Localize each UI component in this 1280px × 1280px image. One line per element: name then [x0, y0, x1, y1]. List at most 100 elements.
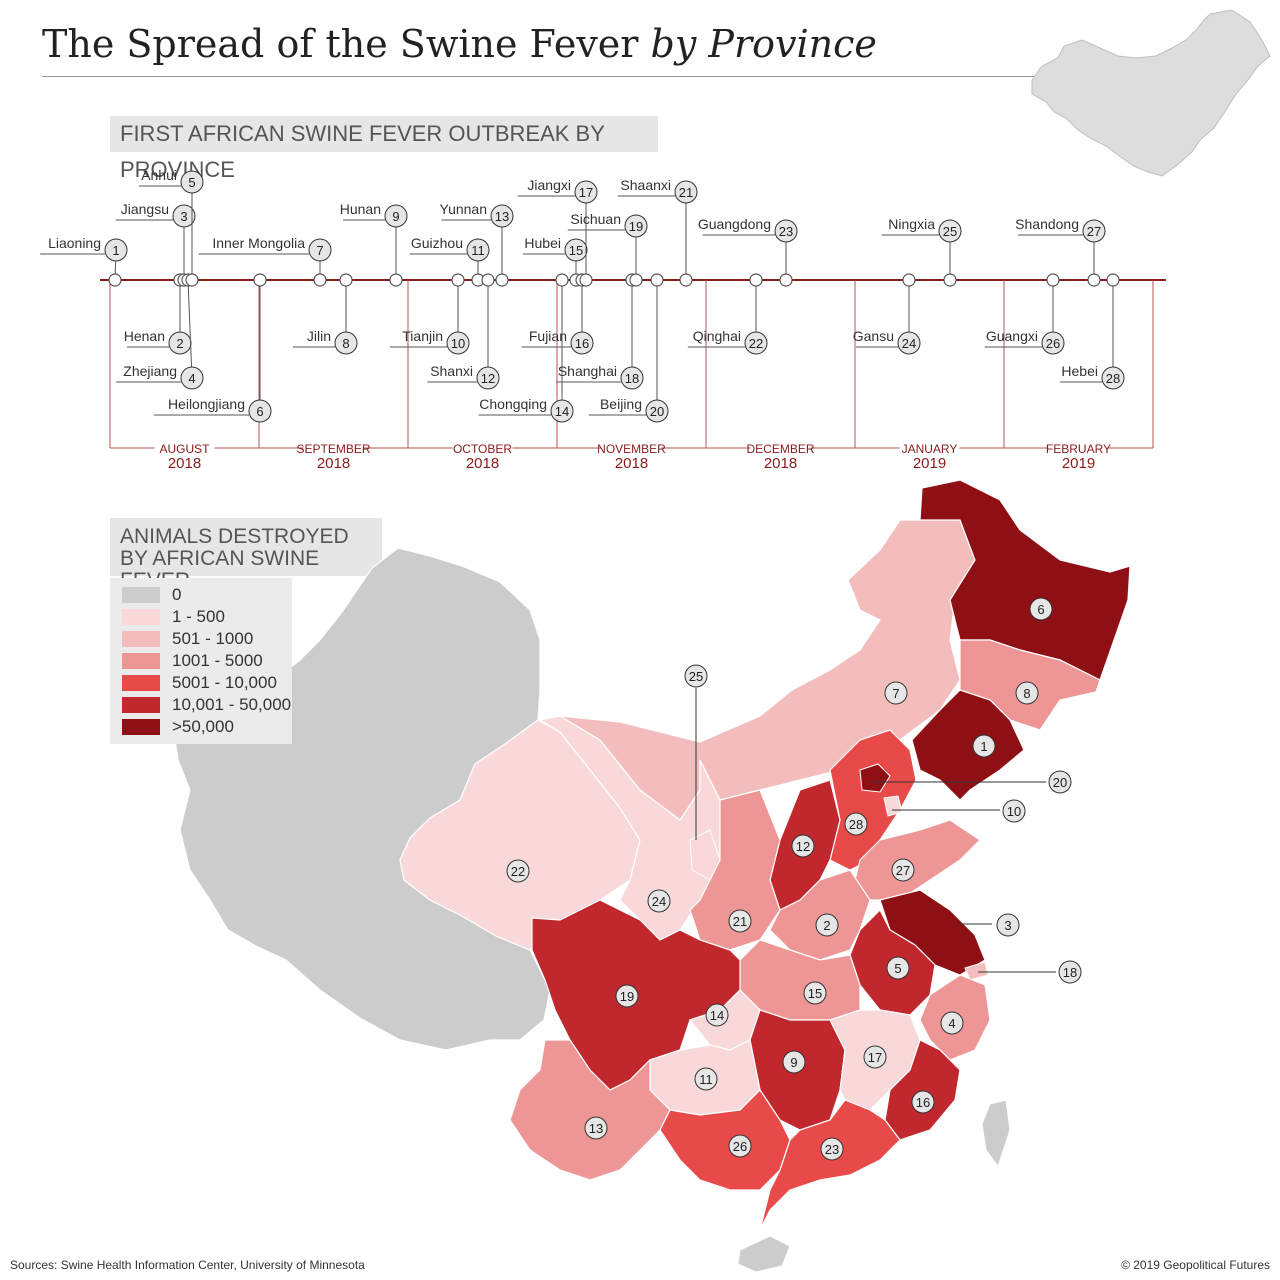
- timeline-number: 13: [495, 209, 509, 224]
- timeline-dot: [253, 273, 267, 287]
- timeline-province-label: Shandong: [1015, 216, 1079, 232]
- timeline-event-ningxia: Ningxia 25: [881, 216, 962, 287]
- timeline-event-sichuan: Sichuan 19: [567, 211, 648, 287]
- timeline-number: 12: [481, 371, 495, 386]
- timeline-dot: [579, 273, 593, 287]
- region-liaoning: [911, 689, 1025, 801]
- timeline-number-marker: [744, 331, 768, 355]
- map-marker-number: 28: [849, 817, 863, 832]
- timeline-dot: [779, 273, 793, 287]
- region-shaanxi: [689, 789, 781, 951]
- timeline-province-label: Gansu: [853, 328, 894, 344]
- timeline-events: Liaoning 1 Henan 2 Jiangsu 3 Zhejiang 4 Anhui 5 He…: [40, 167, 1125, 423]
- map-marker-number: 18: [1063, 965, 1077, 980]
- map-marker-number: 2: [823, 918, 830, 933]
- timeline-dot: [902, 273, 916, 287]
- map-marker-jiangxi: 17: [863, 1045, 887, 1069]
- timeline-number: 23: [779, 224, 793, 239]
- timeline-number-marker: [1082, 219, 1106, 243]
- timeline-number: 3: [180, 209, 187, 224]
- timeline-number-marker: [574, 180, 598, 204]
- timeline-number-marker: [172, 204, 196, 228]
- legend-swatch: [122, 609, 160, 625]
- legend-row-1: 1 - 500: [122, 607, 225, 626]
- map-marker-gansu: 24: [647, 889, 671, 913]
- year-label: 2018: [317, 455, 350, 472]
- timeline-event-qinghai: Qinghai 22: [687, 273, 768, 355]
- month-label: NOVEMBER: [597, 442, 666, 456]
- map-marker-number: 17: [868, 1050, 882, 1065]
- timeline-number: 24: [902, 336, 916, 351]
- timeline-dot: [389, 273, 403, 287]
- legend-row-5: 10,001 - 50,000: [122, 695, 292, 714]
- map-marker-number: 6: [1037, 602, 1044, 617]
- timeline-event-liaoning: Liaoning 1: [40, 235, 128, 287]
- map-marker-number: 26: [733, 1139, 747, 1154]
- map-marker-number: 16: [916, 1095, 930, 1110]
- timeline-event-beijing: Beijing 20: [588, 273, 669, 423]
- region-yunnan: [509, 1039, 671, 1181]
- region-tianjin: [883, 795, 903, 817]
- timeline-province-label: Jiangsu: [121, 201, 169, 217]
- timeline-number-marker: [476, 366, 500, 390]
- legend-label: >50,000: [172, 717, 234, 736]
- timeline-event-chongqing: Chongqing 14: [478, 273, 574, 423]
- year-label: 2018: [466, 455, 499, 472]
- title-main: The Spread of the Swine Fever: [42, 22, 639, 66]
- timeline-province-label: Henan: [124, 328, 165, 344]
- timeline-event-yunnan: Yunnan 13: [440, 201, 514, 287]
- timeline-event-jilin: Jilin 8: [293, 273, 358, 355]
- map-marker-sichuan: 19: [615, 984, 639, 1008]
- year-label: 2018: [168, 455, 201, 472]
- timeline-province-label: Guizhou: [411, 235, 463, 251]
- map-marker-shaanxi: 21: [728, 909, 752, 933]
- map-marker-number: 12: [796, 839, 810, 854]
- timeline-event-guangxi: Guangxi 26: [984, 273, 1065, 355]
- legend-swatch: [122, 653, 160, 669]
- legend-label: 0: [172, 585, 182, 604]
- map-marker-number: 19: [620, 989, 634, 1004]
- timeline-province-label: Chongqing: [479, 396, 547, 412]
- month-label: SEPTEMBER: [296, 442, 370, 456]
- map-marker-hebei: 28: [844, 812, 868, 836]
- legend-label: 10,001 - 50,000: [172, 695, 292, 714]
- legend-label: 1 - 500: [172, 607, 225, 626]
- china-inset-map: [1031, 9, 1271, 177]
- timeline-dot: [451, 273, 465, 287]
- timeline-dot: [1046, 273, 1060, 287]
- timeline-province-label: Hebei: [1061, 363, 1098, 379]
- timeline-number: 1: [112, 243, 119, 258]
- legend-row-3: 1001 - 5000: [122, 651, 263, 670]
- timeline-event-shaanxi: Shaanxi 21: [617, 177, 698, 287]
- timeline-number-marker: [624, 214, 648, 238]
- map-marker-heilongjiang: 6: [1029, 597, 1053, 621]
- timeline-number: 9: [392, 209, 399, 224]
- legend-swatch: [122, 719, 160, 735]
- map-marker-number: 5: [894, 961, 901, 976]
- year-label: 2019: [913, 455, 946, 472]
- timeline-event-jiangxi: Jiangxi 17: [517, 177, 598, 287]
- map-marker-guangxi: 26: [728, 1134, 752, 1158]
- timeline-number-marker: [1041, 331, 1065, 355]
- legend-swatch: [122, 675, 160, 691]
- map-marker-qinghai: 22: [506, 859, 530, 883]
- legend-label: 5001 - 10,000: [172, 673, 277, 692]
- legend-label: 501 - 1000: [172, 629, 254, 648]
- map-marker-number: 10: [1007, 804, 1021, 819]
- timeline-province-label: Jiangxi: [527, 177, 571, 193]
- timeline-event-gansu: Gansu 24: [853, 273, 921, 355]
- map-marker-shanxi: 12: [791, 834, 815, 858]
- map-marker-ningxia: 25: [684, 664, 708, 688]
- region-shanghai: [964, 961, 989, 981]
- map-marker-zhejiang: 4: [940, 1011, 964, 1035]
- timeline-heading: FIRST AFRICAN SWINE FEVER OUTBREAK BY PR…: [110, 116, 658, 182]
- timeline-event-shanxi: Shanxi 12: [427, 273, 500, 390]
- timeline-province-label: Fujian: [529, 328, 567, 344]
- map-marker-henan: 2: [815, 913, 839, 937]
- timeline-number-marker: [674, 180, 698, 204]
